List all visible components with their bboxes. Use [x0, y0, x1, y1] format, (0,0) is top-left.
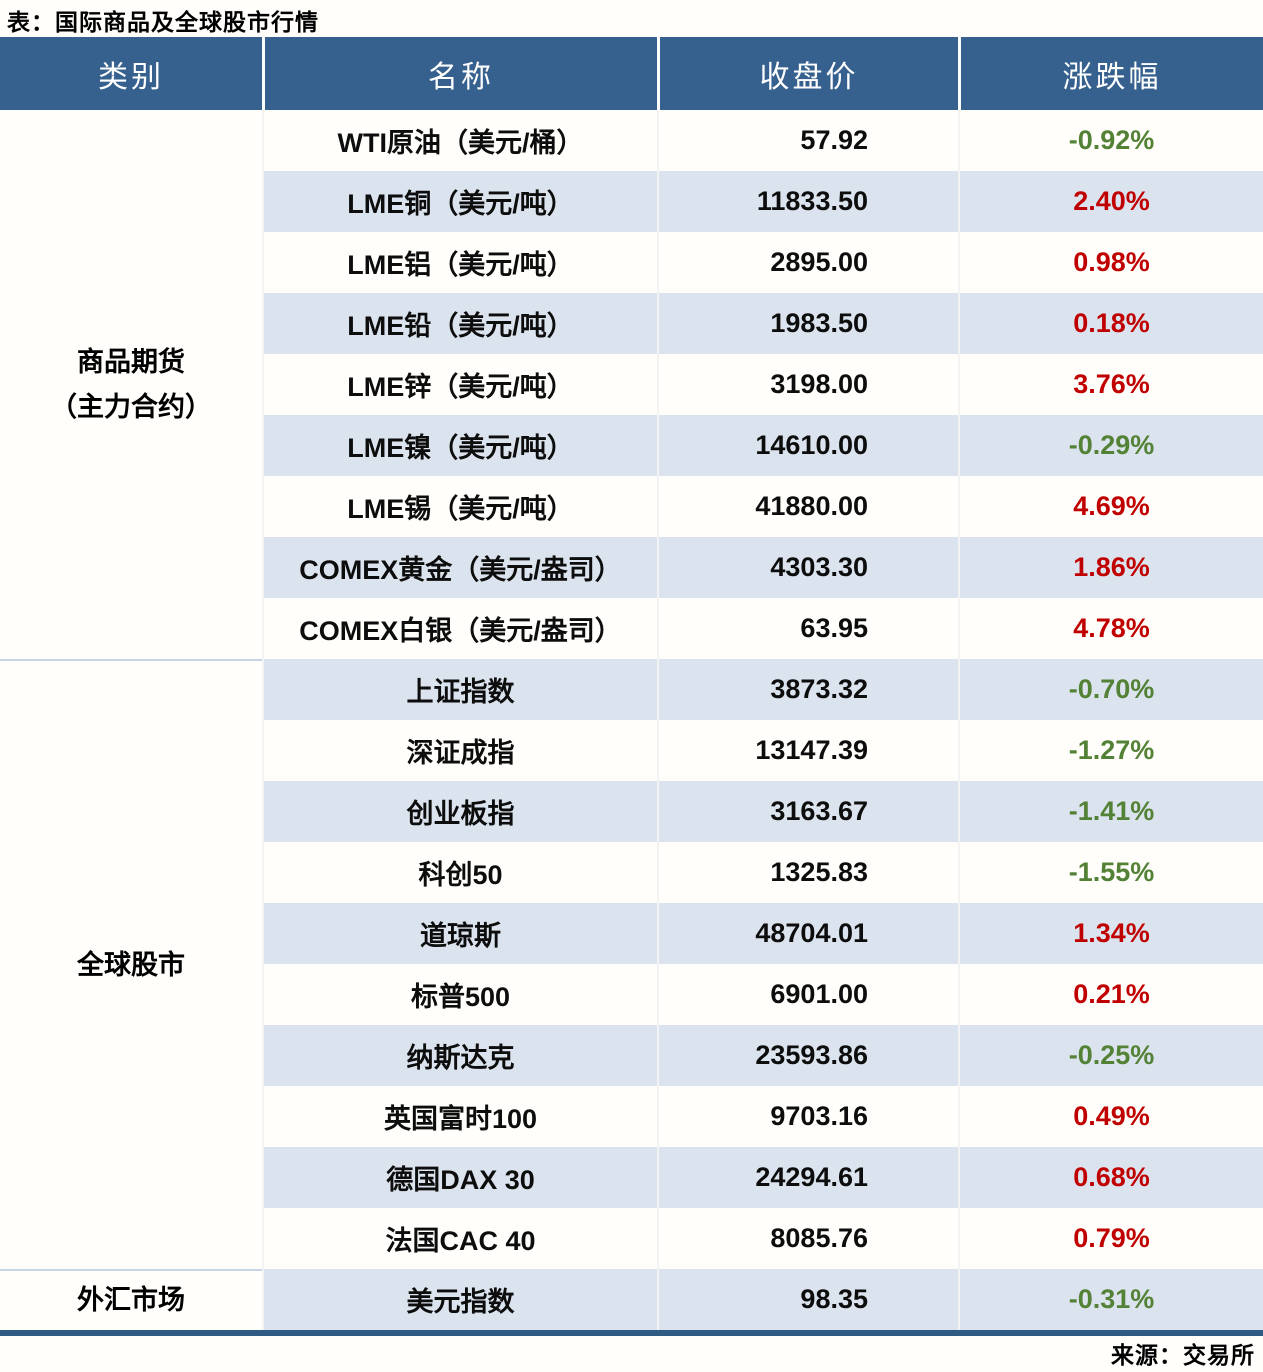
instrument-name: LME锡（美元/吨） — [262, 476, 657, 537]
column-header-close: 收盘价 — [657, 37, 958, 110]
close-price: 24294.61 — [657, 1147, 958, 1208]
change-percent: -0.92% — [958, 110, 1263, 171]
source-note: 来源：交易所 — [1111, 1342, 1255, 1368]
instrument-name: LME铝（美元/吨） — [262, 232, 657, 293]
instrument-name: 纳斯达克 — [262, 1025, 657, 1086]
column-header-category: 类别 — [0, 37, 262, 110]
close-price: 2895.00 — [657, 232, 958, 293]
close-price: 63.95 — [657, 598, 958, 659]
change-percent: -1.41% — [958, 781, 1263, 842]
change-percent: 4.78% — [958, 598, 1263, 659]
change-percent: -1.55% — [958, 842, 1263, 903]
close-price: 9703.16 — [657, 1086, 958, 1147]
category-label-line: 全球股市 — [77, 949, 185, 980]
close-price: 1325.83 — [657, 842, 958, 903]
close-price: 41880.00 — [657, 476, 958, 537]
close-price: 3198.00 — [657, 354, 958, 415]
category-cell: 外汇市场 — [0, 1269, 262, 1330]
change-percent: 4.69% — [958, 476, 1263, 537]
category-cell: 商品期货 （主力合约） — [0, 110, 262, 659]
close-price: 23593.86 — [657, 1025, 958, 1086]
category-label-line: （主力合约） — [50, 391, 212, 422]
change-percent: -0.25% — [958, 1025, 1263, 1086]
instrument-name: COMEX白银（美元/盎司） — [262, 598, 657, 659]
instrument-name: 深证成指 — [262, 720, 657, 781]
column-header-name: 名称 — [262, 37, 657, 110]
instrument-name: 美元指数 — [262, 1269, 657, 1330]
change-percent: 1.34% — [958, 903, 1263, 964]
category-cell: 全球股市 — [0, 659, 262, 1269]
column-header-change: 涨跌幅 — [958, 37, 1263, 110]
category-label-line: 外汇市场 — [77, 1285, 185, 1315]
instrument-name: WTI原油（美元/桶） — [262, 110, 657, 171]
change-percent: 0.18% — [958, 293, 1263, 354]
change-percent: -0.31% — [958, 1269, 1263, 1330]
instrument-name: 英国富时100 — [262, 1086, 657, 1147]
table-bottom-border — [0, 1330, 1263, 1336]
instrument-name: COMEX黄金（美元/盎司） — [262, 537, 657, 598]
close-price: 3873.32 — [657, 659, 958, 720]
close-price: 57.92 — [657, 110, 958, 171]
instrument-name: 法国CAC 40 — [262, 1208, 657, 1269]
instrument-name: LME铜（美元/吨） — [262, 171, 657, 232]
close-price: 1983.50 — [657, 293, 958, 354]
category-label-line: 商品期货 — [77, 346, 185, 377]
close-price: 98.35 — [657, 1269, 958, 1330]
instrument-name: 上证指数 — [262, 659, 657, 720]
close-price: 4303.30 — [657, 537, 958, 598]
change-percent: 0.21% — [958, 964, 1263, 1025]
instrument-name: 道琼斯 — [262, 903, 657, 964]
close-price: 11833.50 — [657, 171, 958, 232]
table-title: 表：国际商品及全球股市行情 — [7, 9, 319, 35]
close-price: 8085.76 — [657, 1208, 958, 1269]
close-price: 14610.00 — [657, 415, 958, 476]
change-percent: -0.70% — [958, 659, 1263, 720]
close-price: 3163.67 — [657, 781, 958, 842]
change-percent: 1.86% — [958, 537, 1263, 598]
instrument-name: 德国DAX 30 — [262, 1147, 657, 1208]
change-percent: 0.79% — [958, 1208, 1263, 1269]
change-percent: 0.49% — [958, 1086, 1263, 1147]
instrument-name: LME镍（美元/吨） — [262, 415, 657, 476]
instrument-name: LME铅（美元/吨） — [262, 293, 657, 354]
change-percent: -1.27% — [958, 720, 1263, 781]
change-percent: 0.98% — [958, 232, 1263, 293]
close-price: 6901.00 — [657, 964, 958, 1025]
instrument-name: LME锌（美元/吨） — [262, 354, 657, 415]
change-percent: 0.68% — [958, 1147, 1263, 1208]
instrument-name: 科创50 — [262, 842, 657, 903]
change-percent: 3.76% — [958, 354, 1263, 415]
instrument-name: 创业板指 — [262, 781, 657, 842]
market-table: 类别 名称 收盘价 涨跌幅 商品期货 （主力合约） 全球股市外汇市场 WTI原油（美元… — [0, 37, 1263, 1330]
close-price: 48704.01 — [657, 903, 958, 964]
close-price: 13147.39 — [657, 720, 958, 781]
change-percent: 2.40% — [958, 171, 1263, 232]
instrument-name: 标普500 — [262, 964, 657, 1025]
change-percent: -0.29% — [958, 415, 1263, 476]
